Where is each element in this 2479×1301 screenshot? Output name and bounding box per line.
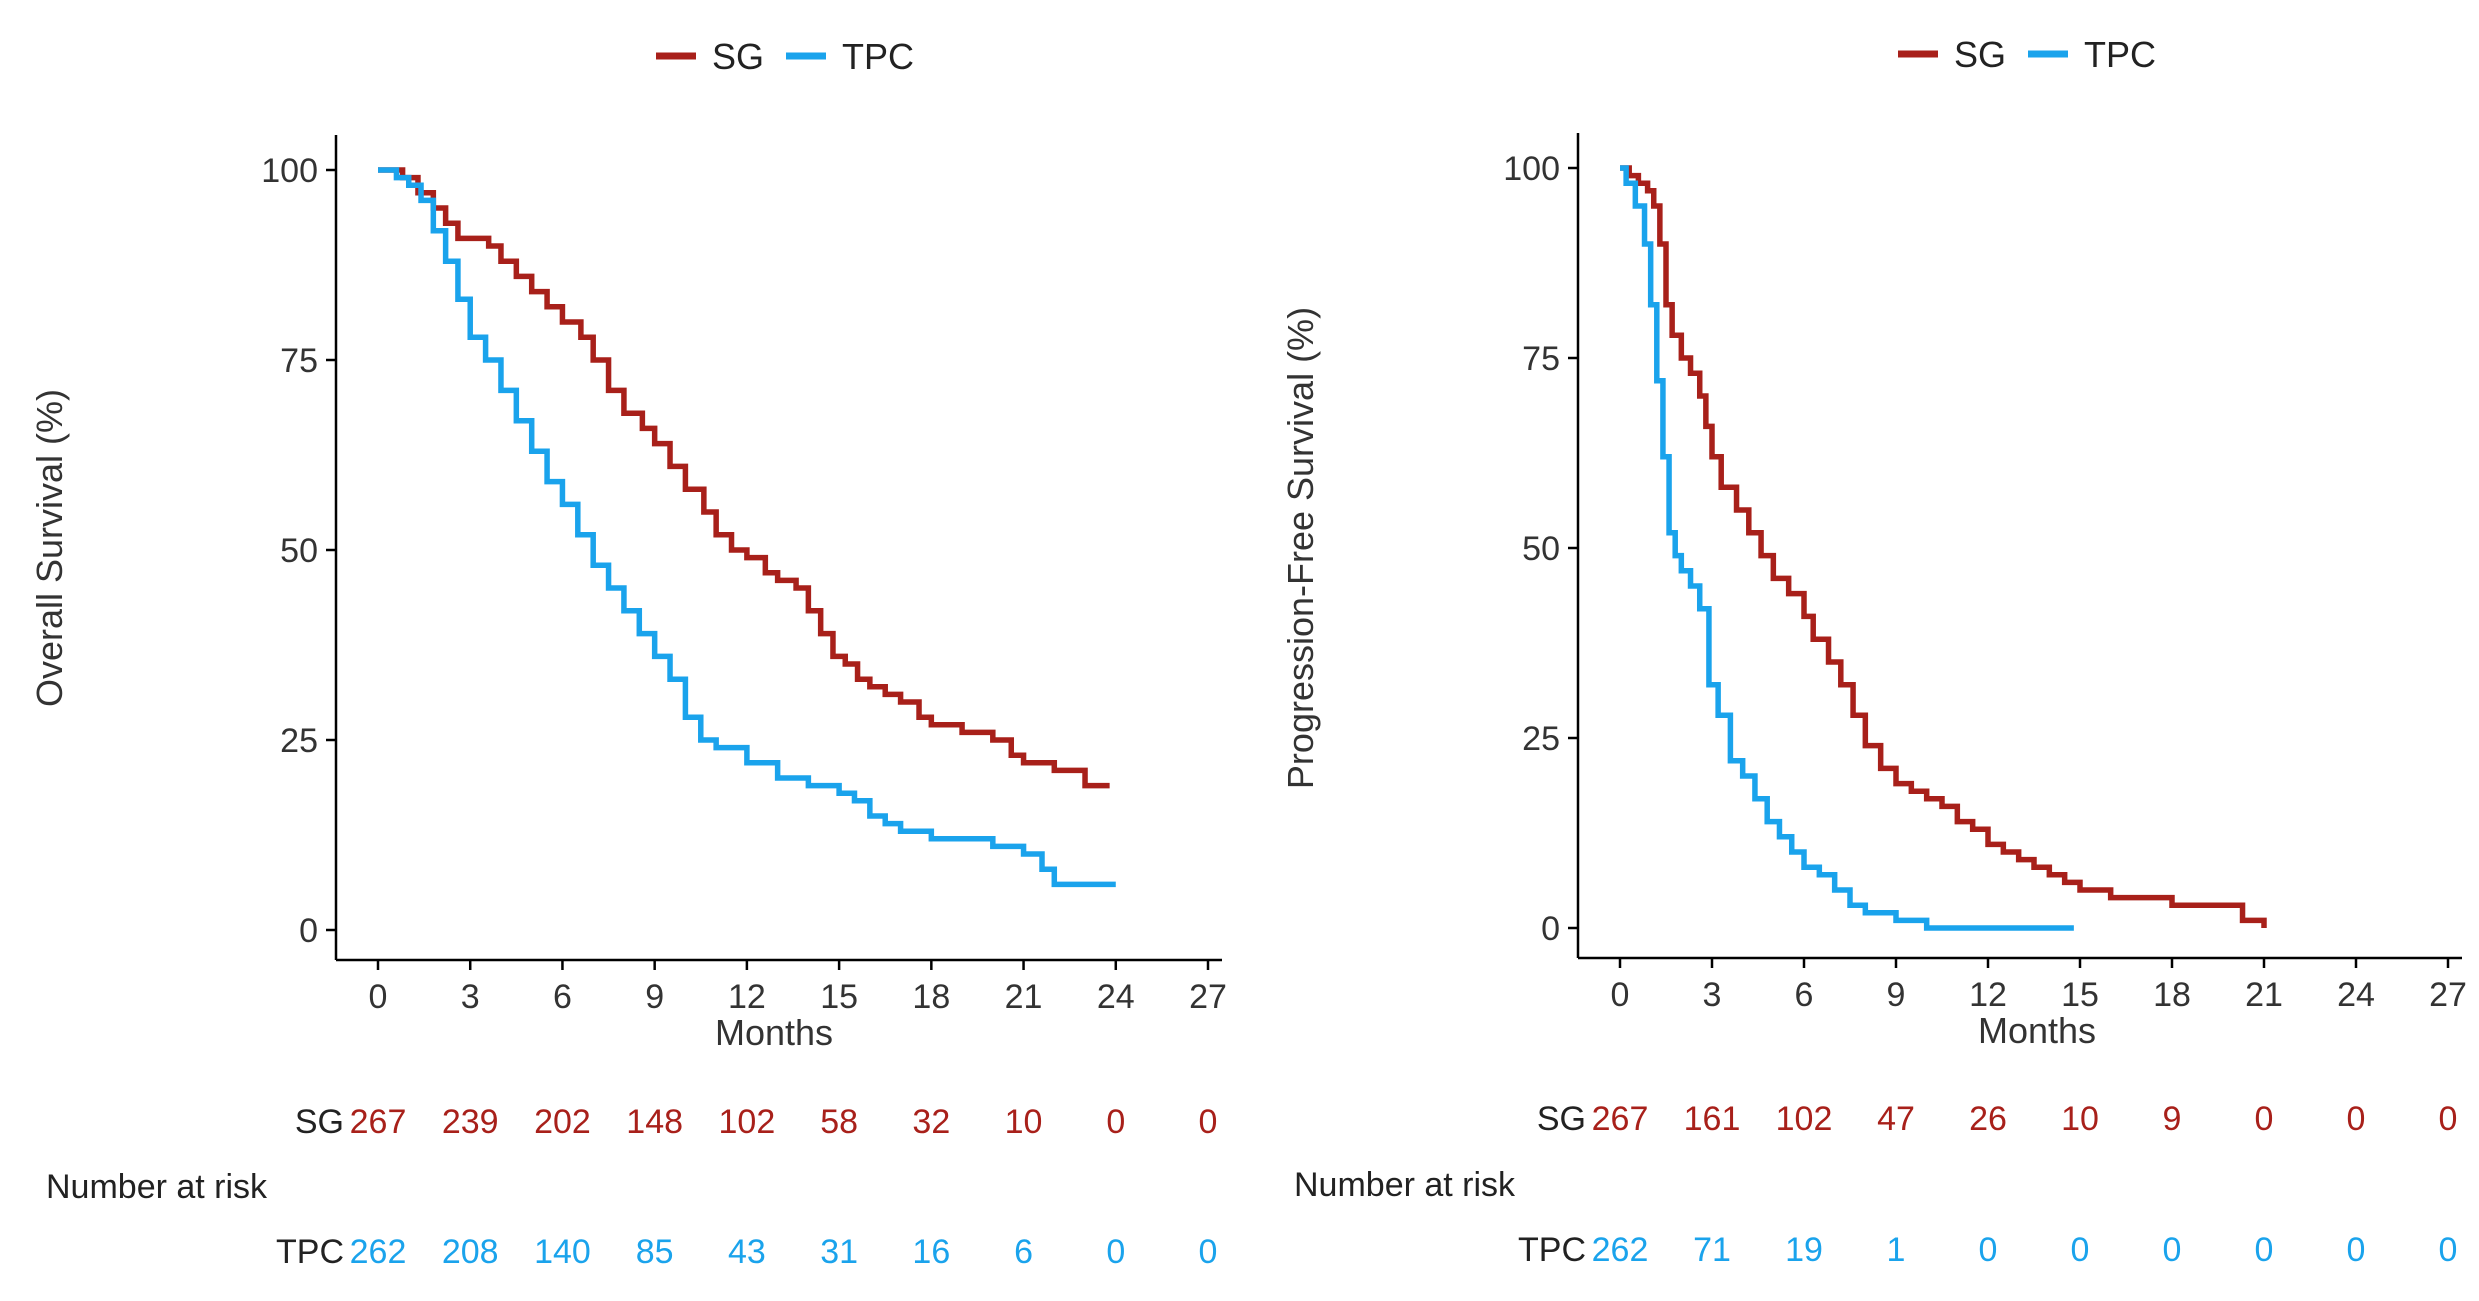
legend-label-tpc: TPC: [842, 36, 914, 77]
x-tick-label: 18: [2153, 976, 2191, 1014]
x-tick-label: 15: [820, 978, 858, 1016]
risk-value: 6: [1014, 1233, 1033, 1271]
x-tick-label: 21: [2245, 976, 2283, 1014]
risk-value: 0: [1106, 1233, 1125, 1271]
risk-value: 0: [1199, 1103, 1218, 1141]
risk-value: 10: [1005, 1103, 1043, 1141]
risk-value: 102: [1776, 1100, 1833, 1138]
risk-value: 1: [1887, 1231, 1906, 1269]
risk-value: 239: [442, 1103, 499, 1141]
risk-value: 0: [2439, 1231, 2458, 1269]
y-tick-label: 75: [280, 342, 318, 380]
risk-value: 58: [820, 1103, 858, 1141]
x-tick-label: 3: [1703, 976, 1722, 1014]
risk-value: 0: [2163, 1231, 2182, 1269]
x-tick-label: 6: [1795, 976, 1814, 1014]
y-tick-label: 100: [1503, 150, 1560, 188]
y-tick-label: 25: [1522, 720, 1560, 758]
y-axis-title: Overall Survival (%): [29, 389, 70, 707]
risk-value: 43: [728, 1233, 766, 1271]
risk-value: 0: [2347, 1100, 2366, 1138]
risk-value: 26: [1969, 1100, 2007, 1138]
risk-value: 0: [1106, 1103, 1125, 1141]
x-tick-label: 27: [2429, 976, 2467, 1014]
x-axis-title: Months: [1978, 1010, 2096, 1051]
risk-row-label-tpc: TPC: [1518, 1231, 1586, 1269]
x-tick-label: 0: [1611, 976, 1630, 1014]
risk-row-label-sg: SG: [295, 1103, 344, 1141]
risk-value: 0: [1979, 1231, 1998, 1269]
y-tick-label: 100: [261, 152, 318, 190]
x-tick-label: 24: [2337, 976, 2375, 1014]
x-tick-label: 18: [912, 978, 950, 1016]
x-axis-title: Months: [715, 1012, 833, 1053]
legend: SG TPC: [656, 36, 914, 77]
risk-value: 0: [2255, 1100, 2274, 1138]
risk-value: 267: [350, 1103, 407, 1141]
legend: SG TPC: [1898, 34, 2156, 75]
risk-value: 31: [820, 1233, 858, 1271]
risk-value: 0: [2347, 1231, 2366, 1269]
risk-value: 267: [1592, 1100, 1649, 1138]
y-tick-label: 25: [280, 722, 318, 760]
x-tick-label: 0: [369, 978, 388, 1016]
risk-table-heading: Number at risk: [46, 1168, 268, 1206]
legend-label-sg: SG: [1954, 34, 2006, 75]
x-tick-label: 21: [1005, 978, 1043, 1016]
y-tick-label: 0: [1541, 910, 1560, 948]
legend-label-tpc: TPC: [2084, 34, 2156, 75]
km-curve-sg: [1620, 165, 2267, 928]
risk-value: 148: [626, 1103, 683, 1141]
x-tick-label: 15: [2061, 976, 2099, 1014]
x-tick-label: 12: [728, 978, 766, 1016]
y-axis-title: Progression-Free Survival (%): [1280, 307, 1321, 789]
y-tick-label: 50: [280, 532, 318, 570]
risk-value: 202: [534, 1103, 591, 1141]
x-tick-label: 24: [1097, 978, 1135, 1016]
risk-value: 262: [1592, 1231, 1649, 1269]
x-tick-label: 9: [645, 978, 664, 1016]
km-curve-tpc: [378, 167, 1116, 888]
risk-value: 161: [1684, 1100, 1741, 1138]
y-tick-label: 50: [1522, 530, 1560, 568]
risk-value: 0: [2439, 1100, 2458, 1138]
risk-table-heading: Number at risk: [1294, 1166, 1516, 1204]
risk-value: 0: [2071, 1231, 2090, 1269]
risk-value: 262: [350, 1233, 407, 1271]
risk-value: 140: [534, 1233, 591, 1271]
risk-value: 0: [2255, 1231, 2274, 1269]
risk-value: 19: [1785, 1231, 1823, 1269]
risk-value: 9: [2163, 1100, 2182, 1138]
x-tick-label: 3: [461, 978, 480, 1016]
risk-row-label-sg: SG: [1537, 1100, 1586, 1138]
x-tick-label: 9: [1887, 976, 1906, 1014]
km-curve-tpc: [1620, 165, 2074, 931]
risk-row-label-tpc: TPC: [276, 1233, 344, 1271]
risk-value: 71: [1693, 1231, 1731, 1269]
risk-value: 10: [2061, 1100, 2099, 1138]
risk-value: 0: [1199, 1233, 1218, 1271]
risk-value: 102: [719, 1103, 776, 1141]
x-tick-label: 27: [1189, 978, 1227, 1016]
y-tick-label: 75: [1522, 340, 1560, 378]
risk-value: 16: [912, 1233, 950, 1271]
risk-value: 85: [636, 1233, 674, 1271]
km-curve-sg: [378, 167, 1110, 789]
risk-value: 32: [912, 1103, 950, 1141]
x-tick-label: 12: [1969, 976, 2007, 1014]
risk-value: 47: [1877, 1100, 1915, 1138]
legend-label-sg: SG: [712, 36, 764, 77]
y-tick-label: 0: [299, 912, 318, 950]
x-tick-label: 6: [553, 978, 572, 1016]
risk-value: 208: [442, 1233, 499, 1271]
